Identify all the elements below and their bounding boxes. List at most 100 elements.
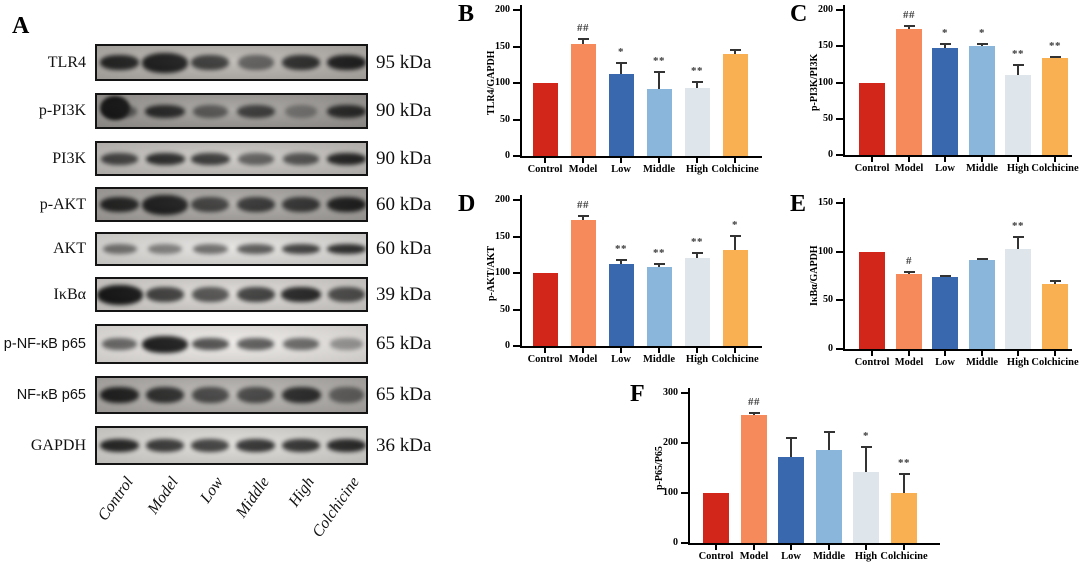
bar-middle bbox=[646, 267, 672, 346]
x-axis-tick bbox=[582, 348, 584, 353]
blot-band bbox=[145, 152, 185, 165]
x-axis-tick bbox=[658, 158, 660, 163]
y-tick-label: 200 bbox=[495, 4, 510, 15]
blot-band bbox=[282, 152, 320, 165]
error-bar-cap bbox=[903, 271, 915, 274]
error-bar-cap bbox=[577, 215, 589, 218]
x-axis-tick bbox=[1054, 351, 1056, 356]
panel-label-b: B bbox=[458, 1, 475, 27]
blot-band bbox=[142, 335, 189, 353]
y-tick-label: 200 bbox=[818, 4, 833, 15]
blot-band bbox=[281, 55, 321, 70]
y-tick-label: 300 bbox=[663, 387, 678, 398]
bar-high bbox=[684, 88, 710, 156]
blot-band bbox=[237, 244, 275, 254]
y-axis-tick bbox=[836, 202, 843, 204]
kda-label: 60 kDa bbox=[376, 193, 432, 215]
x-axis-tick bbox=[871, 351, 873, 356]
y-axis-tick bbox=[836, 348, 843, 350]
y-axis-title: TLR4/GAPDH bbox=[486, 50, 497, 116]
x-axis-tick bbox=[715, 545, 717, 550]
x-axis-tick bbox=[981, 351, 983, 356]
blot-band bbox=[327, 439, 366, 452]
y-axis-tick bbox=[836, 9, 843, 11]
blot-band bbox=[100, 387, 140, 403]
x-category-label: Middle bbox=[965, 357, 999, 368]
y-axis-tick bbox=[513, 45, 520, 48]
x-axis-tick bbox=[544, 348, 546, 353]
x-axis-tick bbox=[696, 348, 698, 353]
error-bar-cap bbox=[729, 49, 741, 52]
sig-label: * bbox=[942, 26, 948, 39]
blot-band bbox=[102, 104, 138, 118]
bar-low bbox=[932, 47, 958, 155]
x-category-label: Control bbox=[698, 551, 734, 562]
y-axis bbox=[520, 195, 522, 346]
error-bar bbox=[696, 251, 698, 259]
error-bar-cap bbox=[939, 42, 951, 45]
error-bar bbox=[908, 24, 910, 29]
x-axis bbox=[688, 543, 940, 545]
error-bar-cap bbox=[785, 437, 797, 439]
error-bar bbox=[828, 431, 830, 450]
error-bar-cap bbox=[748, 412, 760, 414]
x-axis-tick bbox=[734, 348, 736, 353]
y-tick-label: 100 bbox=[818, 245, 833, 257]
error-bar-cap bbox=[729, 235, 741, 238]
blot-band bbox=[145, 387, 185, 403]
sig-label: ## bbox=[748, 396, 760, 408]
sig-label: ** bbox=[653, 246, 665, 259]
blot-band bbox=[102, 244, 138, 254]
x-axis-tick bbox=[944, 157, 946, 162]
bar-control bbox=[859, 82, 885, 155]
blot-artifact-blob bbox=[100, 96, 130, 120]
error-bar-cap bbox=[939, 275, 951, 278]
blot-band bbox=[284, 104, 318, 118]
bar-colchicine bbox=[1042, 283, 1068, 349]
blot-band bbox=[281, 287, 321, 302]
y-tick-label: 50 bbox=[500, 303, 510, 315]
protein-label: PI3K bbox=[52, 149, 86, 167]
x-axis-tick bbox=[696, 158, 698, 163]
blot-band bbox=[191, 152, 230, 165]
y-tick-label: 0 bbox=[828, 149, 833, 160]
bar-middle bbox=[816, 449, 842, 543]
chart-c: C 0 50 100 150 200 p-PI3K/PI3K Control ## Model * L… bbox=[770, 0, 1080, 186]
y-axis-tick bbox=[513, 9, 520, 11]
error-bar bbox=[1017, 63, 1019, 76]
blot-band bbox=[192, 104, 229, 118]
panel-label-d: D bbox=[458, 191, 476, 217]
y-axis bbox=[843, 5, 845, 155]
x-axis-tick bbox=[620, 348, 622, 353]
x-axis-tick bbox=[620, 158, 622, 163]
x-category-label: Model bbox=[568, 354, 598, 365]
sig-label: ** bbox=[691, 64, 703, 77]
panel-label-a: A bbox=[12, 13, 30, 39]
x-category-label: Control bbox=[527, 164, 563, 175]
sig-label: ## bbox=[577, 21, 589, 34]
error-bar bbox=[1017, 236, 1019, 249]
x-category-label: Model bbox=[568, 164, 598, 175]
y-axis-tick bbox=[836, 299, 843, 302]
x-category-label: High bbox=[1006, 163, 1030, 174]
blot-band bbox=[191, 55, 230, 70]
blot-strip bbox=[95, 376, 368, 414]
blot-band bbox=[101, 152, 139, 165]
x-axis-tick bbox=[903, 545, 905, 550]
error-bar-cap bbox=[1049, 55, 1061, 58]
y-axis-tick bbox=[836, 45, 843, 48]
x-category-label: Control bbox=[854, 357, 890, 368]
y-tick-label: 0 bbox=[505, 150, 510, 161]
blot-band bbox=[326, 197, 366, 212]
blot-strip bbox=[95, 426, 368, 465]
bar-high bbox=[684, 258, 710, 346]
error-bar-cap bbox=[903, 24, 915, 27]
y-axis-tick bbox=[513, 199, 520, 201]
bar-low bbox=[608, 73, 634, 156]
y-tick-label: 100 bbox=[663, 487, 678, 498]
sig-label: ** bbox=[615, 243, 627, 256]
y-axis-tick bbox=[513, 272, 520, 274]
y-tick-label: 150 bbox=[495, 230, 510, 242]
bar-high bbox=[1005, 248, 1031, 349]
